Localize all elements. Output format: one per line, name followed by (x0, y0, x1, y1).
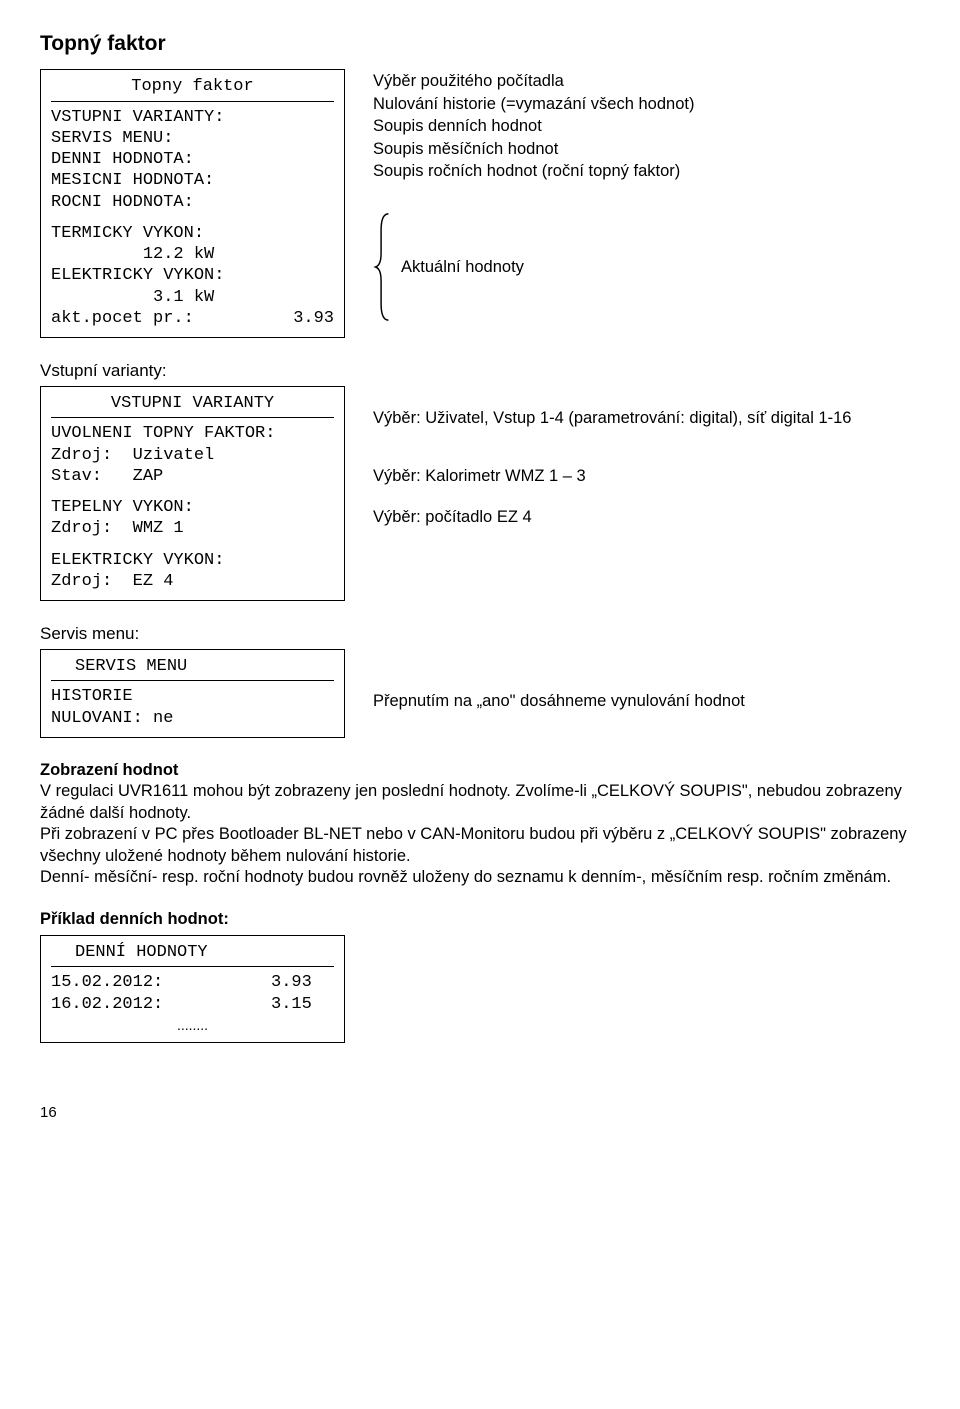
desc-line: Přepnutím na „ano" dosáhneme vynulování … (373, 691, 920, 712)
panel-row: Zdroj: WMZ 1 (51, 518, 334, 539)
panel-row: DENNI HODNOTA: (51, 149, 334, 170)
panel-row: Zdroj: EZ 4 (51, 571, 334, 592)
desc-line: Nulování historie (=vymazání všech hodno… (373, 94, 920, 115)
block-topny-faktor: Topny faktor VSTUPNI VARIANTY: SERVIS ME… (40, 69, 920, 338)
section-zobrazeni: Zobrazení hodnot V regulaci UVR1611 moho… (40, 760, 920, 889)
brace-label: Aktuální hodnoty (401, 257, 524, 278)
block-vstupni: VSTUPNI VARIANTY UVOLNENI TOPNY FAKTOR: … (40, 386, 920, 601)
subsection-servis: Servis menu: (40, 623, 920, 645)
desc-line: Výběr použitého počítadla (373, 71, 920, 92)
panel-vstupni: VSTUPNI VARIANTY UVOLNENI TOPNY FAKTOR: … (40, 386, 345, 601)
panel-denni-hodnoty: DENNÍ HODNOTY 15.02.2012: 3.93 16.02.201… (40, 935, 345, 1043)
page-number: 16 (40, 1103, 920, 1123)
panel-row: TEPELNY VYKON: (51, 497, 334, 518)
subsection-vstupni: Vstupní varianty: (40, 360, 920, 382)
panel-row: NULOVANI: ne (51, 708, 334, 729)
value: 3.15 (271, 994, 312, 1015)
zobr-title: Zobrazení hodnot (40, 761, 178, 779)
panel-row: MESICNI HODNOTA: (51, 170, 334, 191)
desc-line: Výběr: Uživatel, Vstup 1-4 (parametrován… (373, 408, 920, 429)
panel-title: VSTUPNI VARIANTY (51, 393, 334, 418)
panel-row: ROCNI HODNOTA: (51, 192, 334, 213)
panel-row: Zdroj: Uzivatel (51, 445, 334, 466)
zobr-paragraph: Při zobrazení v PC přes Bootloader BL-NE… (40, 824, 920, 867)
panel-row: 3.1 kW (51, 287, 334, 308)
zobr-paragraph: V regulaci UVR1611 mohou být zobrazeny j… (40, 781, 920, 824)
panel-row: HISTORIE (51, 686, 334, 707)
panel-row: 16.02.2012: 3.15 (51, 994, 334, 1015)
panel-row: ELEKTRICKY VYKON: (51, 550, 334, 571)
value: 3.93 (293, 308, 334, 329)
date-label: 15.02.2012: (51, 972, 271, 993)
panel-row: VSTUPNI VARIANTY: (51, 107, 334, 128)
panel-row: 12.2 kW (51, 244, 334, 265)
panel-row: 15.02.2012: 3.93 (51, 972, 334, 993)
panel-row: SERVIS MENU: (51, 128, 334, 149)
label: akt.pocet pr.: (51, 308, 194, 329)
desc-line: Soupis měsíčních hodnot (373, 139, 920, 160)
panel-title: SERVIS MENU (51, 656, 334, 681)
desc-block: Výběr použitého počítadla Nulování histo… (373, 71, 920, 182)
ellipsis: ........ (51, 1017, 334, 1035)
brace-icon (373, 212, 391, 322)
desc-line: Výběr: počítadlo EZ 4 (373, 507, 920, 528)
panel-title: DENNÍ HODNOTY (51, 942, 334, 967)
date-label: 16.02.2012: (51, 994, 271, 1015)
desc-line: Výběr: Kalorimetr WMZ 1 – 3 (373, 466, 920, 487)
brace-group: Aktuální hodnoty (373, 212, 920, 322)
block-servis: SERVIS MENU HISTORIE NULOVANI: ne Přepnu… (40, 649, 920, 738)
desc-line: Soupis ročních hodnot (roční topný fakto… (373, 161, 920, 182)
panel-servis: SERVIS MENU HISTORIE NULOVANI: ne (40, 649, 345, 738)
panel-topny-faktor: Topny faktor VSTUPNI VARIANTY: SERVIS ME… (40, 69, 345, 338)
panel-row: TERMICKY VYKON: (51, 223, 334, 244)
priklad-title: Příklad denních hodnot: (40, 909, 920, 930)
panel-row: ELEKTRICKY VYKON: (51, 265, 334, 286)
panel-title: Topny faktor (51, 76, 334, 101)
zobr-paragraph: Denní- měsíční- resp. roční hodnoty budo… (40, 867, 920, 888)
value: 3.93 (271, 972, 312, 993)
page-title: Topný faktor (40, 30, 920, 57)
panel-row: Stav: ZAP (51, 466, 334, 487)
panel-row: UVOLNENI TOPNY FAKTOR: (51, 423, 334, 444)
panel-row: akt.pocet pr.: 3.93 (51, 308, 334, 329)
desc-line: Soupis denních hodnot (373, 116, 920, 137)
